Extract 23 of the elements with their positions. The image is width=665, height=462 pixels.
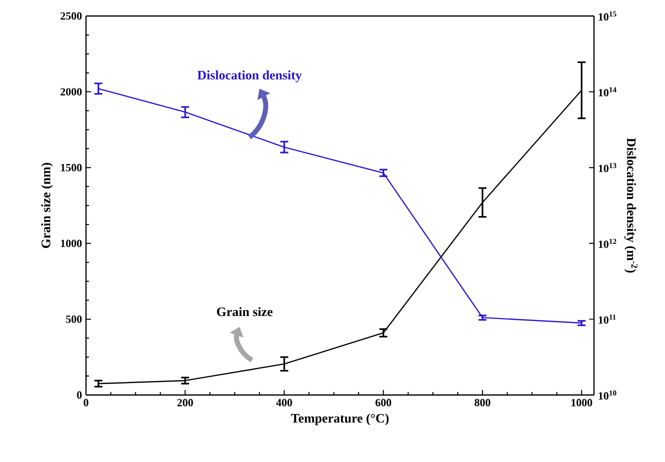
y-tick-label: 0 — [77, 391, 82, 399]
y-tick-label: 2500 — [60, 12, 82, 20]
y-tick-label: 2000 — [60, 88, 82, 96]
y-tick-label: 1000 — [61, 240, 82, 248]
y2-tick-label: 10$^{12}$ — [598, 238, 616, 248]
text: Dislocation density — [197, 70, 302, 82]
y2-tick-label: 10$^{15}$ — [598, 11, 616, 21]
x-axis-title: Temperature (°C) — [291, 414, 389, 426]
x-tick-label: 1000 — [572, 398, 592, 406]
x-tick-label: 600 — [376, 398, 392, 406]
y2-tick-label: 10$^{11}$ — [598, 314, 616, 324]
y2-tick-label: 10$^{14}$ — [598, 87, 616, 96]
y-tick-label: 1500 — [61, 164, 82, 172]
y2-tick-label: 10$^{13}$ — [598, 163, 616, 172]
x-tick-label: 400 — [276, 398, 292, 406]
x-tick-label: 0 — [84, 398, 88, 406]
text: Grain size — [216, 307, 272, 316]
y2-axis-title: Dislocation density (m$^{-2}$) — [624, 138, 638, 273]
x-tick-label: 200 — [177, 398, 193, 406]
x-tick-label: 800 — [474, 398, 490, 406]
y-axis-title: Grain size (nm) — [41, 162, 53, 248]
y-tick-label: 500 — [66, 316, 82, 323]
y2-tick-label: 10$^{10}$ — [598, 390, 616, 400]
